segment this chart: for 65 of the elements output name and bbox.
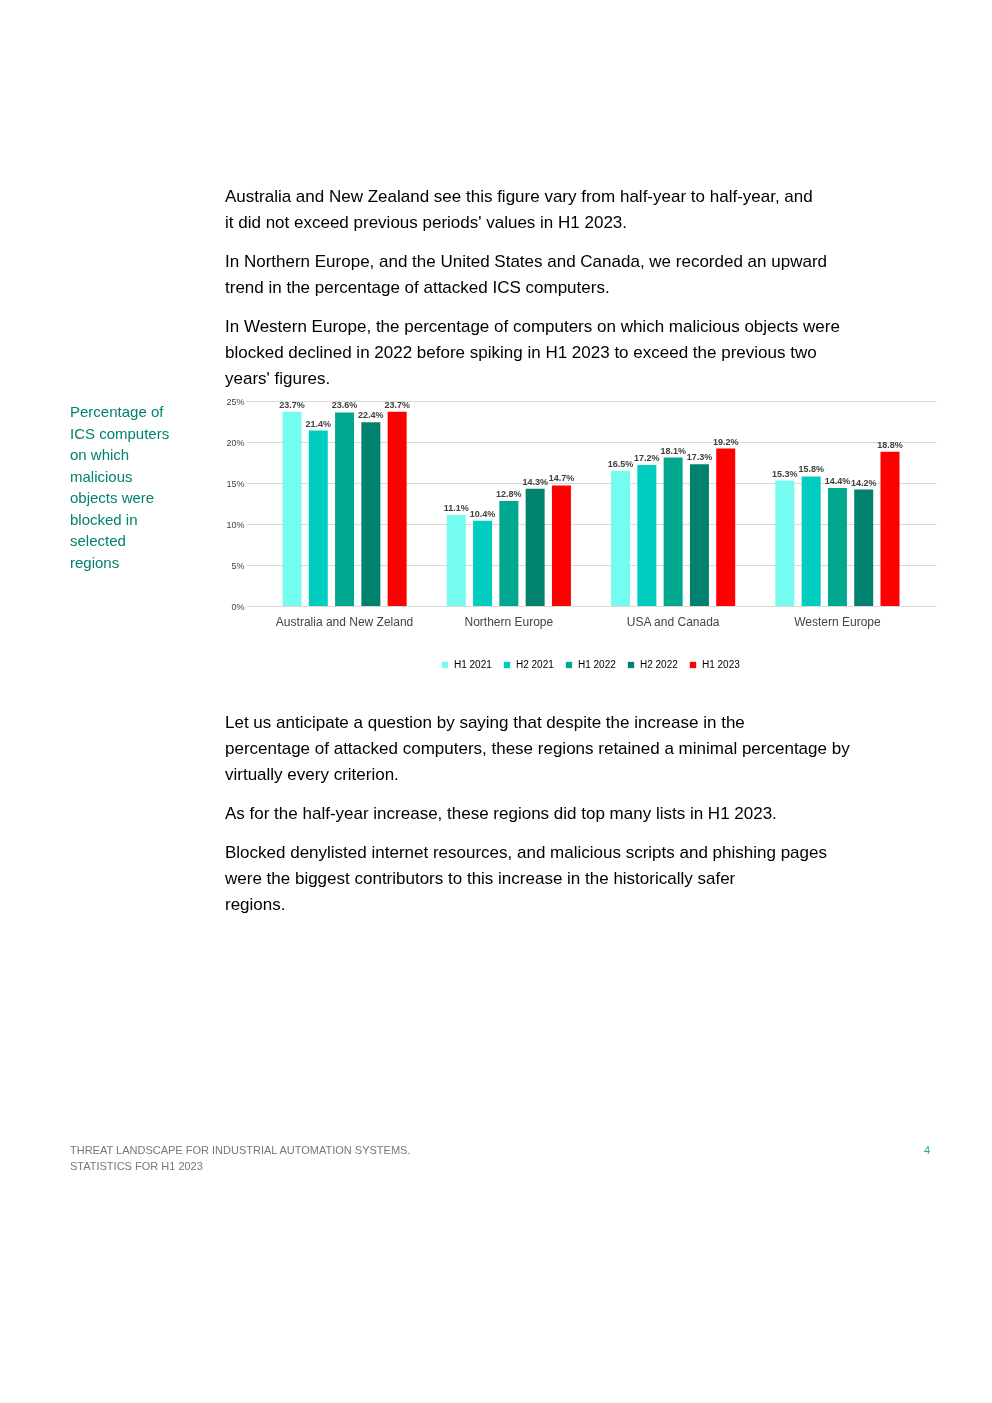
- bar: [854, 489, 874, 606]
- legend-label: H1 2022: [578, 659, 617, 670]
- text: 4: [923, 1144, 930, 1156]
- x-tick-label: Australia and New Zeland: [275, 614, 414, 629]
- legend-label: H2 2022: [640, 659, 679, 670]
- bar: [525, 488, 545, 606]
- text: In Northern Europe, and the United States and Canada, we recorded an upward trend in the percentage of attacked ICS computers.: [225, 252, 827, 297]
- text: 17.3%: [686, 452, 713, 463]
- text: As for the half-year increase, these regions did top many lists in H1 2023.: [225, 804, 777, 823]
- text: 18.1%: [660, 445, 686, 456]
- bar: [880, 451, 900, 606]
- text: 14.2%: [850, 477, 877, 488]
- text: THREAT LANDSCAPE FOR INDUSTRIAL AUTOMATION SYSTEMS.: [70, 1144, 411, 1156]
- text: 15.3%: [772, 468, 798, 479]
- text: 17.2%: [634, 452, 660, 463]
- text: 23.7%: [384, 399, 410, 410]
- bar: [446, 514, 466, 606]
- text: In Western Europe, the percentage of computers on which malicious objects were blocked declined in 2022 before spiking in H1 2023 to exceed the previous two years' figures.: [225, 317, 840, 388]
- bar: [637, 464, 657, 606]
- y-tick-label: 0%: [231, 601, 245, 612]
- bar: [689, 464, 709, 606]
- text: 15.8%: [798, 464, 824, 475]
- bar: [716, 448, 736, 606]
- y-tick-label: 25%: [226, 396, 245, 407]
- x-tick-label: Western Europe: [794, 614, 881, 629]
- y-tick-label: 10%: [226, 519, 245, 530]
- text: 23.7%: [279, 399, 305, 410]
- text: 12.8%: [496, 489, 522, 500]
- bar: [473, 520, 493, 606]
- x-tick-label: USA and Canada: [626, 614, 720, 629]
- x-tick-label: Northern Europe: [464, 614, 554, 629]
- legend-label: H1 2021: [454, 659, 493, 670]
- text: 22.4%: [358, 410, 384, 421]
- bar: [551, 485, 571, 606]
- text: Blocked denylisted internet resources, and malicious scripts and phishing pages were the biggest contributors to this increase in the historically safer regions.: [224, 843, 827, 914]
- text: 16.5%: [607, 458, 634, 469]
- text: Let us anticipate a question by saying that despite the increase in the percentage of attacked computers, these regions retained a minimal percentage by virtually every criterion.: [225, 713, 851, 784]
- text: 23.6%: [331, 400, 358, 411]
- bar: [775, 480, 795, 606]
- text: 10.4%: [469, 508, 496, 519]
- bar: [499, 501, 519, 606]
- bar: [827, 487, 847, 606]
- text: 21.4%: [305, 418, 332, 429]
- legend-label: H2 2021: [516, 659, 555, 670]
- text: 19.2%: [712, 436, 739, 447]
- text: 14.3%: [522, 476, 548, 487]
- text: 14.4%: [824, 475, 851, 486]
- text: 11.1%: [443, 502, 469, 513]
- text: Percentage of ICS computers on which malicious objects were blocked in selected regions: [70, 403, 170, 571]
- bar: [308, 430, 328, 606]
- bar: [801, 476, 821, 606]
- y-tick-label: 5%: [231, 560, 245, 571]
- y-tick-label: 20%: [226, 437, 245, 448]
- text: STATISTICS FOR H1 2023: [70, 1160, 203, 1172]
- text: 14.7%: [548, 473, 575, 484]
- text: Australia and New Zealand see this figure vary from half-year to half-year, and it did not exceed previous periods' values in H1 2023.: [225, 187, 813, 232]
- bar: [282, 411, 302, 606]
- text: 18.8%: [877, 439, 903, 450]
- legend-label: H1 2023: [702, 659, 741, 670]
- bar: [663, 457, 683, 606]
- bar: [335, 412, 355, 606]
- bar: [611, 470, 631, 606]
- bar: [361, 422, 381, 606]
- bar: [387, 411, 407, 606]
- y-tick-label: 15%: [226, 478, 245, 489]
